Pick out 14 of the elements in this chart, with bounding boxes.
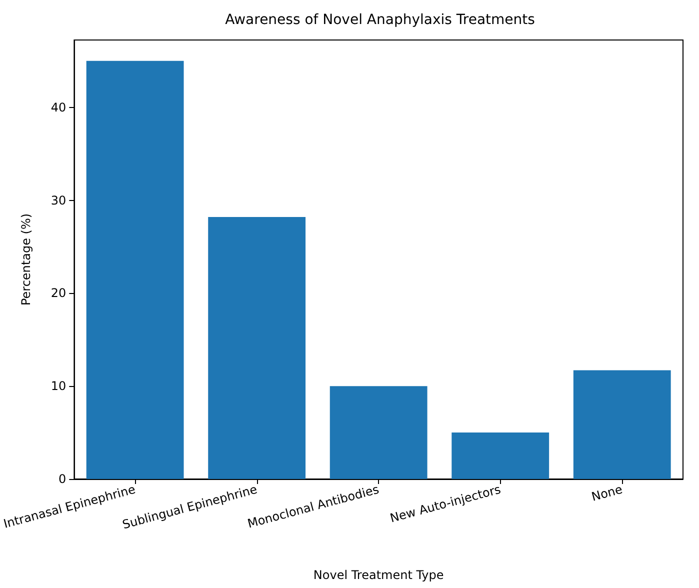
y-tick-label: 40 <box>50 100 66 114</box>
x-tick-label: None <box>590 482 624 504</box>
bar <box>86 60 184 479</box>
y-axis-title: Percentage (%) <box>19 213 34 306</box>
y-tick-label: 20 <box>50 286 66 300</box>
chart-title: Awareness of Novel Anaphylaxis Treatments <box>225 12 535 28</box>
y-tick-label: 10 <box>50 379 66 394</box>
y-tick-label: 0 <box>58 472 66 486</box>
x-axis-title: Novel Treatment Type <box>313 568 444 582</box>
bar <box>452 432 550 479</box>
bar <box>330 386 428 479</box>
bar <box>573 370 671 479</box>
y-tick-label: 30 <box>50 193 66 208</box>
bar <box>208 216 306 479</box>
